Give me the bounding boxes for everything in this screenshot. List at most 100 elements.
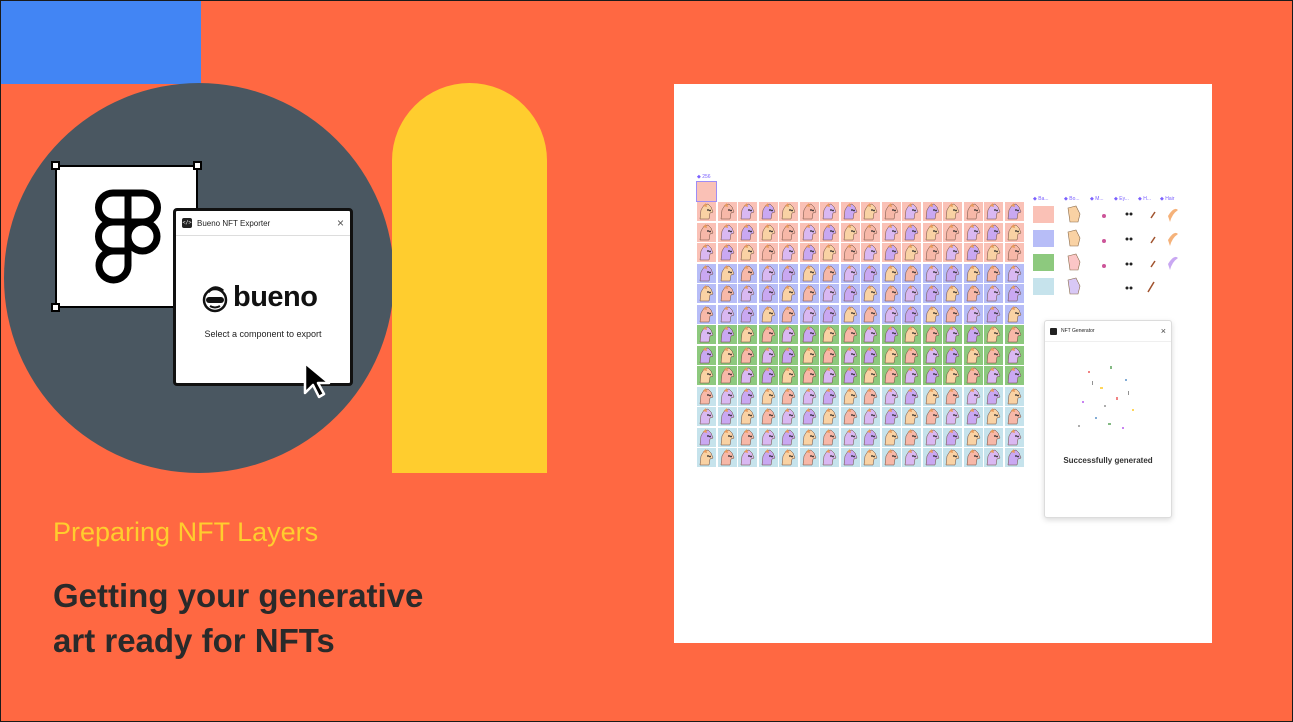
nft-tile[interactable] (943, 366, 962, 385)
nft-tile[interactable] (963, 243, 983, 262)
nft-tile[interactable] (717, 427, 737, 447)
background-swatch[interactable] (1033, 278, 1054, 295)
nft-tile[interactable] (881, 345, 901, 365)
nft-tile[interactable] (697, 243, 716, 262)
nft-tile[interactable] (902, 263, 921, 283)
nft-tile[interactable] (717, 407, 737, 426)
nft-tile[interactable] (820, 386, 839, 406)
nft-tile[interactable] (902, 386, 921, 406)
nft-tile[interactable] (963, 263, 983, 283)
nft-tile[interactable] (697, 325, 716, 344)
background-swatch[interactable] (1033, 230, 1054, 247)
nft-tile[interactable] (717, 325, 737, 344)
nft-tile[interactable] (861, 304, 880, 324)
nft-tile[interactable] (738, 243, 757, 262)
nft-tile[interactable] (779, 304, 798, 324)
nft-tile[interactable] (1004, 325, 1024, 344)
nft-tile[interactable] (738, 448, 757, 467)
nft-tile[interactable] (881, 284, 901, 303)
nft-tile[interactable] (799, 407, 819, 426)
nft-tile[interactable] (922, 284, 942, 303)
nft-tile[interactable] (820, 304, 839, 324)
nft-tile[interactable] (1004, 366, 1024, 385)
nft-tile[interactable] (758, 427, 778, 447)
nft-tile[interactable] (861, 345, 880, 365)
nft-tile[interactable] (984, 263, 1003, 283)
nft-tile[interactable] (840, 304, 860, 324)
nft-tile[interactable] (779, 202, 798, 221)
nft-tile[interactable] (820, 407, 839, 426)
nft-tile[interactable] (902, 366, 921, 385)
nft-tile[interactable] (840, 243, 860, 262)
nft-tile[interactable] (697, 222, 716, 242)
selection-handle-top-left[interactable] (51, 161, 60, 170)
nft-tile[interactable] (717, 202, 737, 221)
nft-tile[interactable] (738, 427, 757, 447)
nft-tile[interactable] (697, 304, 716, 324)
nft-tile[interactable] (943, 407, 962, 426)
nft-tile[interactable] (881, 304, 901, 324)
nft-tile[interactable] (779, 345, 798, 365)
nft-tile[interactable] (840, 427, 860, 447)
nft-tile[interactable] (758, 284, 778, 303)
selection-handle-top-right[interactable] (193, 161, 202, 170)
nft-tile[interactable] (758, 448, 778, 467)
nft-tile[interactable] (717, 448, 737, 467)
nft-tile[interactable] (738, 202, 757, 221)
nft-tile[interactable] (738, 407, 757, 426)
background-swatch[interactable] (1033, 254, 1054, 271)
main-component-tile[interactable] (696, 181, 717, 202)
nft-tile[interactable] (758, 386, 778, 406)
nft-tile[interactable] (779, 366, 798, 385)
nft-tile[interactable] (799, 243, 819, 262)
nft-tile[interactable] (963, 386, 983, 406)
nft-tile[interactable] (1004, 202, 1024, 221)
nft-tile[interactable] (984, 202, 1003, 221)
nft-tile[interactable] (820, 202, 839, 221)
nft-tile[interactable] (758, 202, 778, 221)
nft-tile[interactable] (738, 366, 757, 385)
nft-tile[interactable] (861, 284, 880, 303)
nft-tile[interactable] (902, 304, 921, 324)
nft-tile[interactable] (840, 386, 860, 406)
nft-tile[interactable] (820, 448, 839, 467)
nft-tile[interactable] (717, 386, 737, 406)
nft-tile[interactable] (1004, 284, 1024, 303)
nft-tile[interactable] (963, 202, 983, 221)
nft-tile[interactable] (799, 386, 819, 406)
nft-tile[interactable] (902, 345, 921, 365)
nft-tile[interactable] (758, 222, 778, 242)
nft-tile[interactable] (779, 407, 798, 426)
nft-tile[interactable] (697, 407, 716, 426)
nft-tile[interactable] (840, 202, 860, 221)
nft-tile[interactable] (697, 386, 716, 406)
nft-tile[interactable] (717, 304, 737, 324)
nft-tile[interactable] (902, 448, 921, 467)
nft-tile[interactable] (820, 243, 839, 262)
nft-tile[interactable] (984, 386, 1003, 406)
nft-tile[interactable] (820, 222, 839, 242)
nft-tile[interactable] (779, 263, 798, 283)
nft-tile[interactable] (922, 448, 942, 467)
nft-tile[interactable] (799, 202, 819, 221)
nft-tile[interactable] (943, 345, 962, 365)
nft-tile[interactable] (963, 284, 983, 303)
nft-tile[interactable] (738, 386, 757, 406)
nft-tile[interactable] (881, 325, 901, 344)
nft-tile[interactable] (758, 243, 778, 262)
nft-tile[interactable] (1004, 427, 1024, 447)
nft-tile[interactable] (902, 222, 921, 242)
nft-tile[interactable] (984, 345, 1003, 365)
nft-tile[interactable] (861, 427, 880, 447)
nft-tile[interactable] (738, 325, 757, 344)
nft-tile[interactable] (799, 366, 819, 385)
nft-tile[interactable] (861, 407, 880, 426)
nft-tile[interactable] (984, 427, 1003, 447)
nft-tile[interactable] (840, 284, 860, 303)
nft-tile[interactable] (779, 386, 798, 406)
close-icon[interactable]: × (336, 216, 344, 230)
nft-tile[interactable] (943, 448, 962, 467)
nft-tile[interactable] (984, 448, 1003, 467)
nft-tile[interactable] (943, 386, 962, 406)
nft-tile[interactable] (717, 366, 737, 385)
